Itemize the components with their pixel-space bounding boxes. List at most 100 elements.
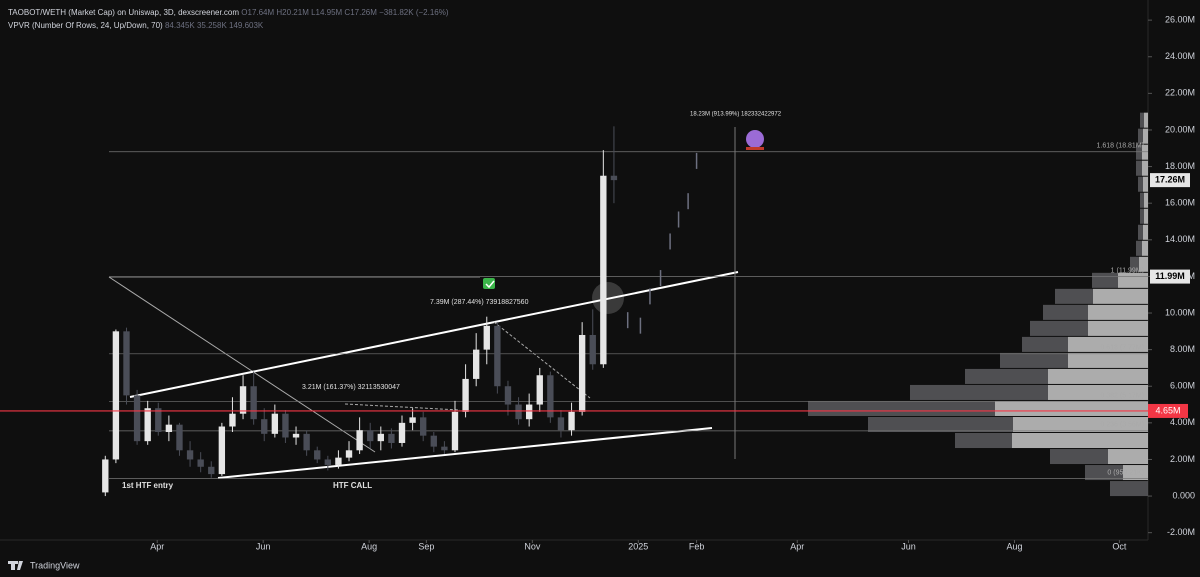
candle-body xyxy=(504,386,512,405)
volume-down xyxy=(955,433,1012,449)
volume-up xyxy=(1144,112,1148,128)
candle-body xyxy=(472,349,480,379)
candle-body xyxy=(441,446,448,451)
candle-body xyxy=(218,426,226,475)
y-tick-label: 18.00M xyxy=(1165,161,1195,171)
candle-body xyxy=(282,413,289,438)
annotation: 1st HTF entry xyxy=(122,481,174,490)
y-tick-label: 10.00M xyxy=(1165,307,1195,317)
volume-down xyxy=(1092,272,1118,288)
volume-up xyxy=(1088,320,1148,336)
y-tick-label: -2.00M xyxy=(1167,527,1195,537)
candle-body xyxy=(229,413,236,427)
candle-body xyxy=(420,417,427,436)
annotation: HTF CALL xyxy=(333,481,372,490)
volume-down xyxy=(1136,160,1142,176)
volume-up xyxy=(1144,208,1148,224)
volume-down xyxy=(1110,481,1148,497)
volume-down xyxy=(808,400,995,416)
candle-body xyxy=(600,175,607,365)
volume-down xyxy=(965,368,1048,384)
candle-body xyxy=(335,457,342,465)
volume-up xyxy=(1068,336,1148,352)
candle-body xyxy=(186,450,194,460)
candle-body xyxy=(462,378,469,412)
candle-body xyxy=(589,334,596,365)
volume-up xyxy=(1142,144,1148,160)
candle-body xyxy=(367,430,374,442)
volume-down xyxy=(1055,288,1093,304)
candle-body xyxy=(388,433,395,443)
candle-body xyxy=(261,419,268,434)
volume-down xyxy=(1000,352,1068,368)
volume-up xyxy=(1142,160,1148,176)
annotation: 7.39M (287.44%) 73918827560 xyxy=(430,299,529,306)
candle-body xyxy=(271,413,279,434)
indicator-values: 84.345K 35.258K 149.603K xyxy=(164,21,264,30)
volume-up xyxy=(1143,176,1148,192)
volume-down xyxy=(1140,192,1144,208)
check-mark xyxy=(485,280,495,289)
x-tick-label: Jun xyxy=(256,541,271,551)
candle-body xyxy=(102,459,109,493)
x-tick-label: Apr xyxy=(790,541,804,551)
y-tick-label: 16.00M xyxy=(1165,198,1195,208)
candle-body xyxy=(345,450,353,458)
x-tick-label: Jun xyxy=(901,541,916,551)
volume-up xyxy=(1118,272,1148,288)
candle-body xyxy=(610,175,618,181)
candle-body xyxy=(515,404,522,420)
volume-up xyxy=(1108,449,1148,465)
candle-body xyxy=(398,422,406,443)
candle-body xyxy=(377,433,384,442)
candle-body xyxy=(568,411,575,431)
price-box xyxy=(1150,173,1190,188)
price-box xyxy=(1150,269,1190,284)
price-box-label: 17.26M xyxy=(1155,174,1185,184)
volume-up xyxy=(995,400,1148,416)
emoji-icon xyxy=(746,130,764,148)
candle-body xyxy=(303,433,310,451)
x-tick-label: Aug xyxy=(1006,541,1022,551)
volume-down xyxy=(1140,112,1144,128)
candle-body xyxy=(578,334,586,412)
dashed-line xyxy=(344,403,461,411)
volume-up xyxy=(1143,128,1148,144)
dashed-line xyxy=(493,321,591,399)
volume-up xyxy=(1139,256,1148,272)
emoji-base xyxy=(746,147,764,150)
candle-body xyxy=(536,375,543,405)
x-tick-label: Sep xyxy=(418,541,434,551)
candle-body xyxy=(483,325,490,350)
volume-down xyxy=(1022,336,1068,352)
price-box xyxy=(1148,403,1188,418)
fib-label: 1.618 (18.81M) xyxy=(1097,143,1144,150)
volume-down xyxy=(1138,128,1143,144)
check-icon xyxy=(483,278,495,289)
volume-down xyxy=(1138,224,1143,240)
candle-body xyxy=(557,417,565,431)
header-ohlc: O17.64M H20.21M L14.95M C17.26M −381.82K… xyxy=(241,8,449,17)
fib-label: 0.618 (7.77M) xyxy=(1100,345,1144,352)
y-tick-label: 24.00M xyxy=(1165,51,1195,61)
header-line: TAOBOT/WETH (Market Cap) on Uniswap, 3D,… xyxy=(8,8,449,17)
triangle-line xyxy=(108,276,376,453)
volume-up xyxy=(1068,352,1148,368)
candle-body xyxy=(155,408,162,432)
drawings xyxy=(108,127,764,479)
highlight-circle xyxy=(592,282,624,314)
candle-body xyxy=(197,459,204,467)
annotation: 3.21M (161.37%) 32113530047 xyxy=(302,384,400,391)
trend-line xyxy=(217,427,713,479)
indicator-name: VPVR (Number Of Rows, 24, Up/Down, 70) xyxy=(8,21,163,30)
fib-label: 0.236 (3.56M) xyxy=(1100,422,1144,429)
volume-down xyxy=(868,416,1013,432)
candle-body xyxy=(165,424,173,432)
candle-body xyxy=(208,466,215,475)
annotation: 18.23M (913.99%) 182332422972 xyxy=(690,112,782,118)
y-tick-label: 8.00M xyxy=(1170,344,1195,354)
candle-body xyxy=(547,375,554,418)
header-title: TAOBOT/WETH (Market Cap) on Uniswap, 3D,… xyxy=(8,8,240,17)
brand-logo xyxy=(8,561,23,570)
